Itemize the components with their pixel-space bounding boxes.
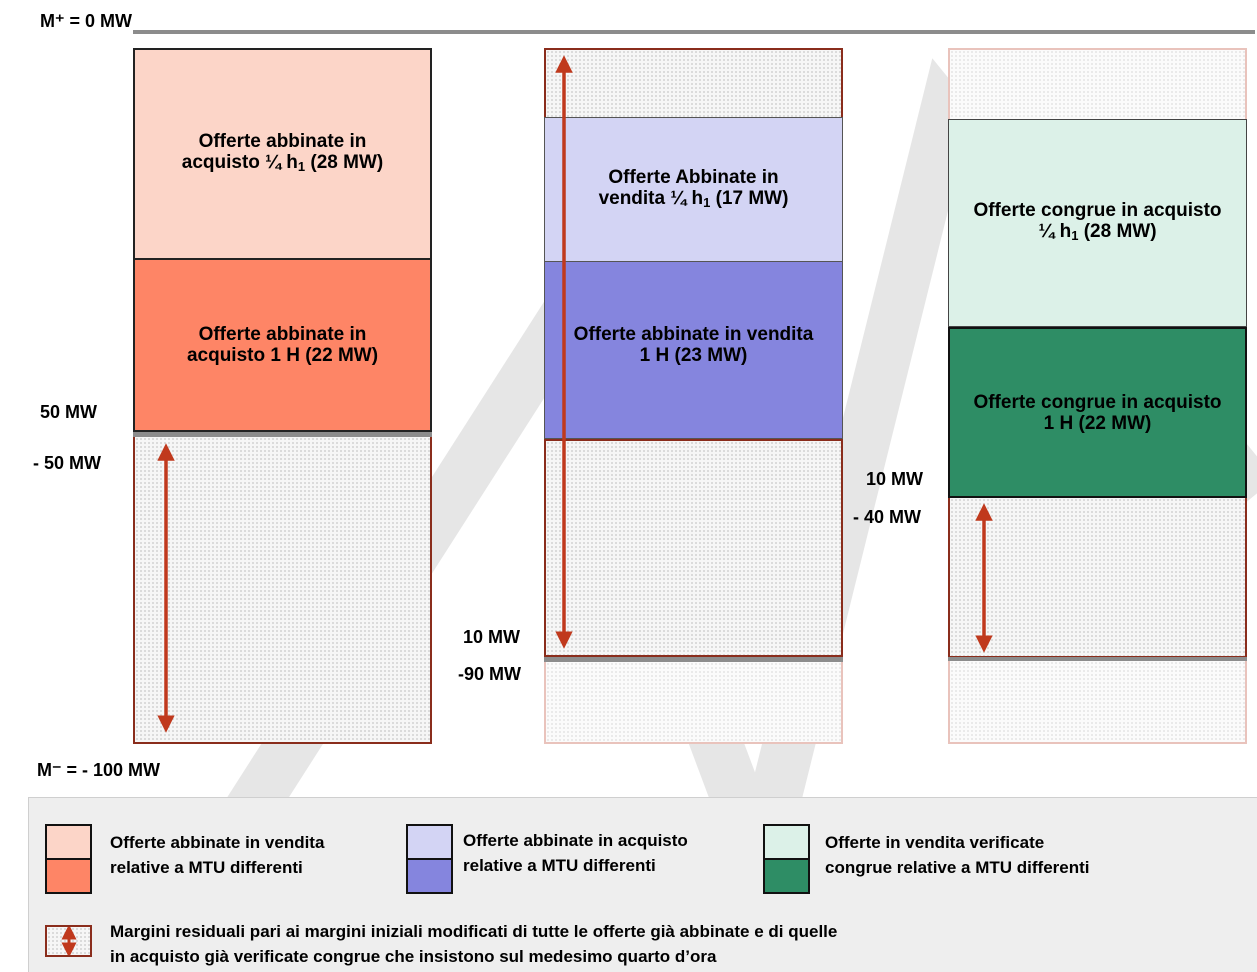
col1-block-hour: Offerte abbinate in acquisto 1 H (22 MW) bbox=[133, 260, 432, 432]
legend-swatch-mint bbox=[763, 824, 810, 860]
legend-arrow-icon bbox=[61, 927, 77, 955]
col2-plus-label: 10 MW bbox=[463, 627, 521, 647]
m-minus-label: M⁻ = - 100 MW bbox=[37, 760, 161, 780]
col3-block-hour: Offerte congrue in acquisto 1 H (22 MW) bbox=[948, 327, 1247, 498]
col2-block-hour: Offerte abbinate in vendita 1 H (23 MW) bbox=[544, 262, 843, 439]
m-plus-label: M⁺ = 0 MW bbox=[40, 11, 133, 31]
legend: Offerte abbinate in vendita relative a MT… bbox=[28, 797, 1257, 972]
col1-minus-label: - 50 MW bbox=[33, 453, 102, 473]
col1-separator bbox=[133, 432, 432, 437]
col3-separator bbox=[948, 657, 1247, 661]
legend-text-4: Margini residuali pari ai margini inizia… bbox=[110, 922, 838, 966]
col2-top-margin bbox=[544, 48, 843, 118]
legend-swatch-salmon bbox=[45, 858, 92, 894]
col2-block-quarter-hour: Offerte Abbinate in vendita ¼ h1 (17 MW) bbox=[544, 117, 843, 262]
col1-plus-label: 50 MW bbox=[40, 402, 98, 422]
legend-swatch-green bbox=[763, 858, 810, 894]
zero-line bbox=[133, 30, 1255, 34]
col3-bottom-margin bbox=[948, 661, 1247, 744]
legend-text-3: Offerte in vendita verificate congrue rel… bbox=[825, 833, 1090, 877]
col2-residual-margin bbox=[544, 439, 843, 657]
col3-block-quarter-hour: Offerte congrue in acquisto ¼ h1 (28 MW) bbox=[948, 119, 1247, 327]
col1-residual-margin bbox=[133, 437, 432, 744]
col2-bottom-margin bbox=[544, 662, 843, 744]
col3-plus-label: 10 MW bbox=[866, 469, 924, 489]
legend-swatch-margin bbox=[45, 925, 92, 957]
col2-separator bbox=[544, 657, 843, 662]
legend-swatch-salmon-light bbox=[45, 824, 92, 860]
col2-minus-label: -90 MW bbox=[458, 664, 521, 684]
col1-block-quarter-hour: Offerte abbinate in acquisto ¼ h1 (28 MW… bbox=[133, 48, 432, 260]
col3-top-margin bbox=[948, 48, 1247, 120]
legend-swatch-lavender bbox=[406, 858, 453, 894]
col3-minus-label: - 40 MW bbox=[853, 507, 922, 527]
col3-residual-margin bbox=[948, 498, 1247, 658]
legend-text-1: Offerte abbinate in vendita relative a MT… bbox=[110, 833, 325, 877]
legend-text-2: Offerte abbinate in acquisto relative a M… bbox=[463, 831, 688, 875]
legend-swatch-lavender-light bbox=[406, 824, 453, 860]
